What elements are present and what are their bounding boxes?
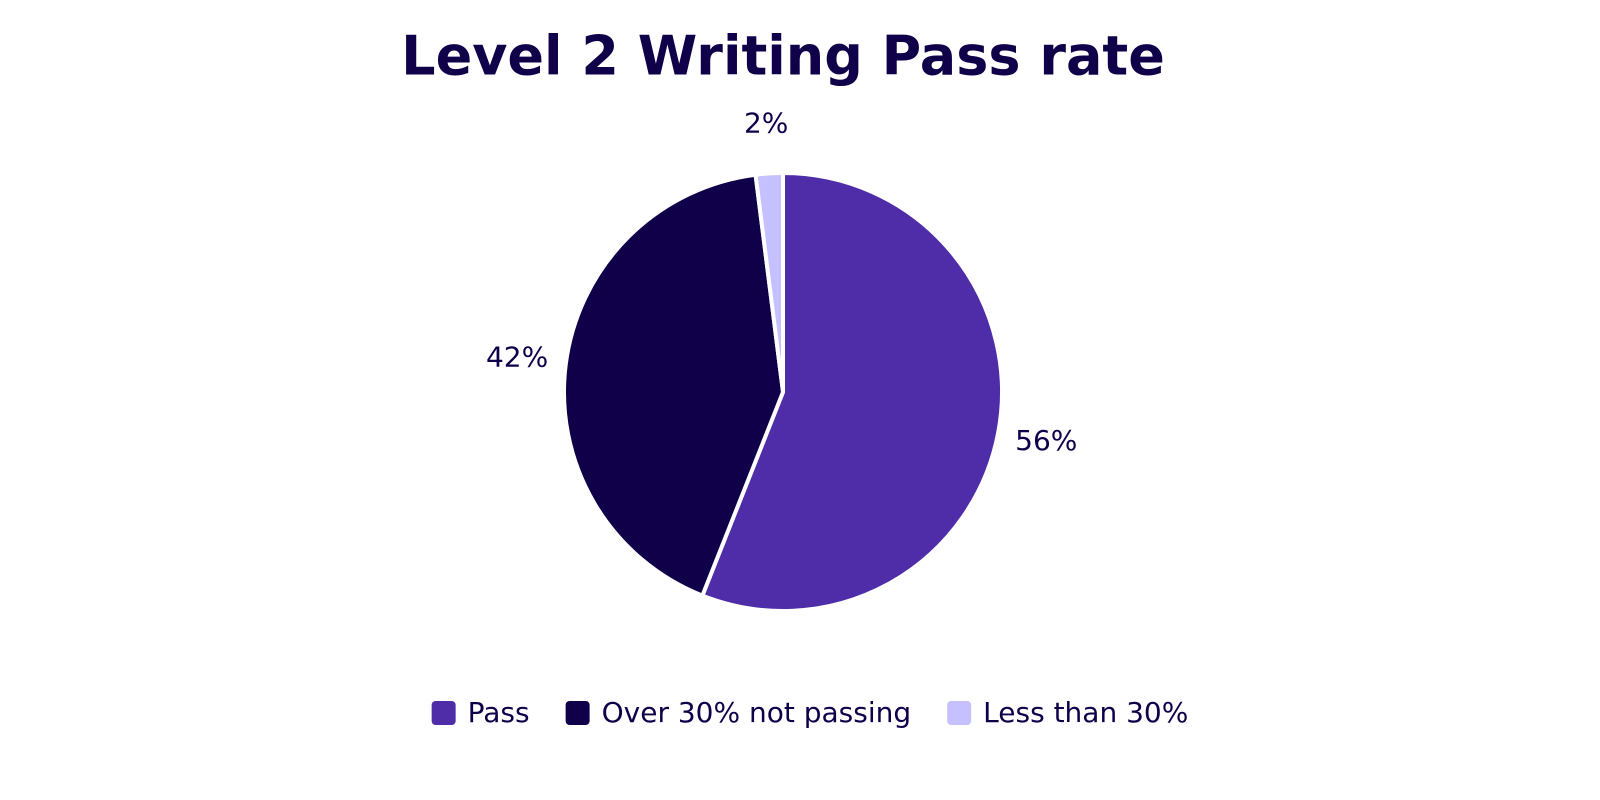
pie-slice: [700, 171, 1004, 613]
data-label: 2%: [744, 107, 788, 140]
data-label: 42%: [486, 340, 548, 373]
legend-swatch: [431, 701, 456, 725]
legend-swatch: [947, 701, 972, 725]
legend-label: Less than 30%: [983, 696, 1188, 729]
pie-slice: [562, 172, 785, 598]
chart-title: Level 2 Writing Pass rate: [401, 25, 1165, 88]
legend-label: Over 30% not passing: [602, 696, 912, 729]
legend-swatch: [565, 701, 590, 725]
data-label: 56%: [1015, 424, 1077, 457]
pie-slice: [753, 171, 785, 394]
legend-label: Pass: [468, 696, 530, 729]
